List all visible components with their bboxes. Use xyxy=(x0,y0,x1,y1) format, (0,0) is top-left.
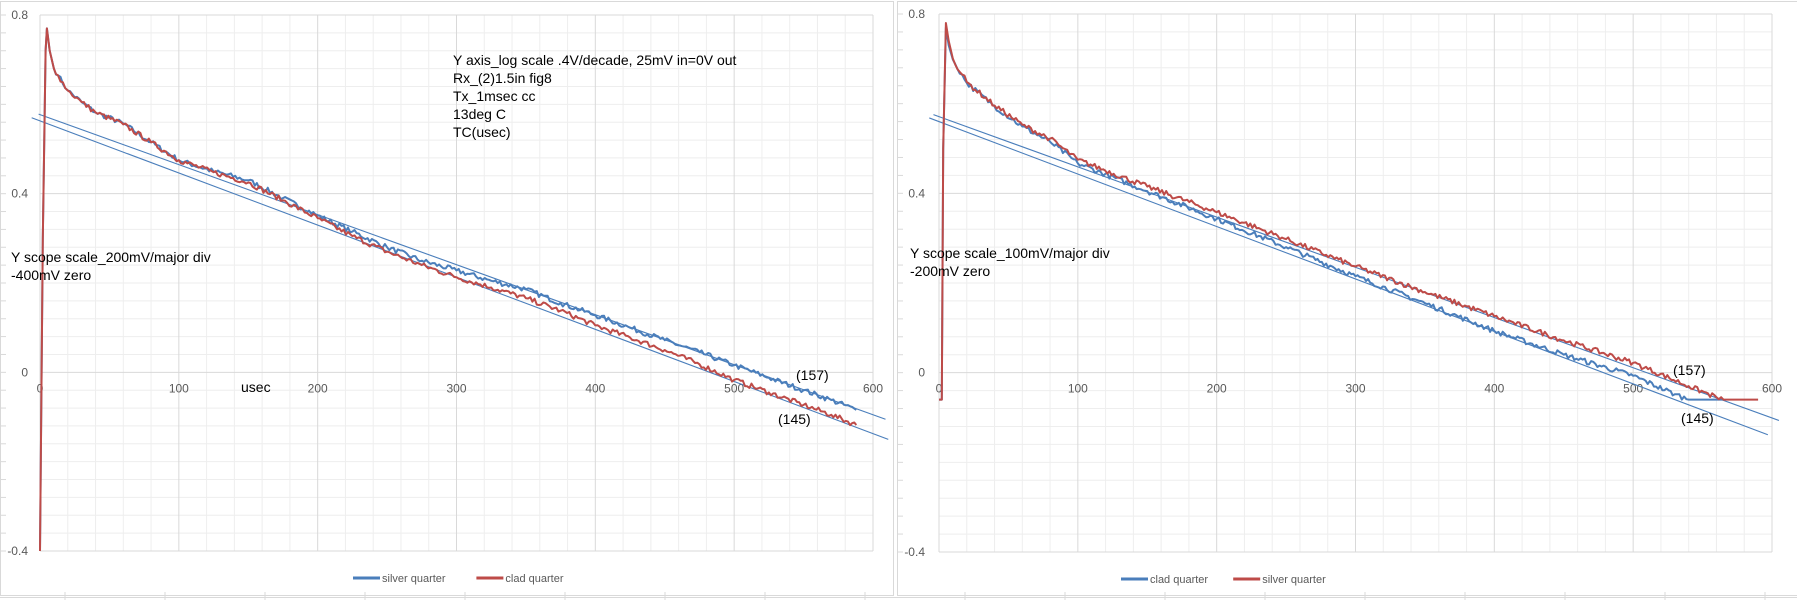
x-tick-label: 400 xyxy=(585,381,605,395)
scope-note: Y scope scale_200mV/major div xyxy=(11,249,211,265)
annotation-note: Rx_(2)1.5in fig8 xyxy=(453,70,552,86)
scope-note: -400mV zero xyxy=(11,267,91,283)
trendline-1 xyxy=(929,117,1769,436)
legend-label: clad quarter xyxy=(505,573,563,585)
annotation-note: Y axis_log scale .4V/decade, 25mV in=0V … xyxy=(453,52,737,68)
time-constant-label: (145) xyxy=(778,411,811,427)
x-tick-label: 400 xyxy=(1484,382,1504,396)
time-constant-label: (157) xyxy=(1673,362,1706,378)
legend-label: silver quarter xyxy=(382,573,446,585)
right-chart-frame xyxy=(897,1,1797,596)
x-tick-label: 100 xyxy=(169,381,189,395)
annotation-note: Tx_1msec cc xyxy=(453,88,535,104)
y-tick-label: 0 xyxy=(918,366,925,380)
legend-label: silver quarter xyxy=(1262,574,1326,586)
left-chart: 0.8 0.4 0 -0.4 0 100 200 300 400 500 600 usec Y axis… xyxy=(1,8,889,585)
legend-label: clad quarter xyxy=(1150,574,1208,586)
x-tick-label: 200 xyxy=(308,381,328,395)
y-tick-label: 0 xyxy=(21,365,28,379)
scope-note: Y scope scale_100mV/major div xyxy=(910,245,1110,261)
x-tick-label: 300 xyxy=(446,381,466,395)
x-tick-label: 0 xyxy=(936,382,943,396)
series-line-silver-quarter xyxy=(939,22,1759,401)
y-tick-label: -0.4 xyxy=(7,544,28,558)
y-tick-label: 0.8 xyxy=(11,8,28,22)
time-constant-label: (157) xyxy=(796,367,829,383)
y-tick-label: 0.4 xyxy=(908,186,925,200)
x-tick-label: 300 xyxy=(1345,382,1365,396)
series-line-clad-quarter xyxy=(939,26,1724,401)
series-line-clad-quarter xyxy=(39,27,858,552)
x-tick-label: 600 xyxy=(863,381,883,395)
x-tick-label: 500 xyxy=(724,381,744,395)
right-chart: 0.8 0.4 0 -0.4 0 100 200 300 400 500 600 Y scope sc… xyxy=(898,7,1782,586)
y-tick-label: 0.8 xyxy=(908,7,925,21)
y-tick-label: 0.4 xyxy=(11,187,28,201)
x-tick-label: 500 xyxy=(1623,382,1643,396)
y-tick-label: -0.4 xyxy=(904,545,925,559)
time-constant-label: (145) xyxy=(1681,410,1714,426)
x-tick-label: 200 xyxy=(1207,382,1227,396)
scope-note: -200mV zero xyxy=(910,263,990,279)
annotation-note: TC(usec) xyxy=(453,124,511,140)
x-axis-title: usec xyxy=(241,379,271,395)
annotation-note: 13deg C xyxy=(453,106,506,122)
trendline-0 xyxy=(933,114,1780,421)
x-tick-label: 100 xyxy=(1068,382,1088,396)
x-tick-label: 600 xyxy=(1762,382,1782,396)
left-chart-frame xyxy=(0,1,894,596)
x-tick-label: 0 xyxy=(37,381,44,395)
